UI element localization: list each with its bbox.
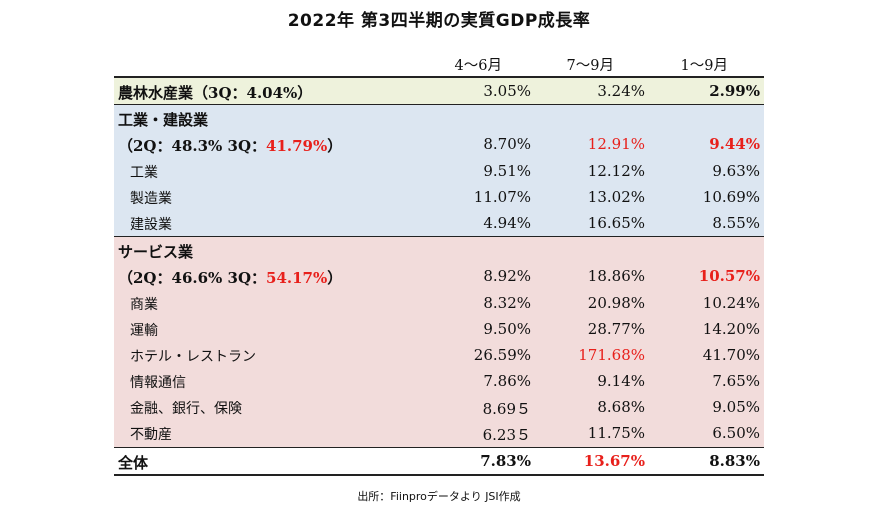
table-row-real-estate: 不動産 6.23５ 11.75% 6.50% [114,420,764,447]
cell-apr-jun: 26.59% [473,345,531,364]
row-label: 金融、銀行、保険 [130,401,242,418]
row-label: 情報通信 [130,375,186,392]
cell-apr-jun: 7.86% [483,372,531,391]
cell-jul-sep: 20.98% [587,293,645,312]
row-label: 製造業 [130,190,172,207]
cell-jan-sep: 9.44% [709,135,760,154]
cell-apr-jun: 8.32% [483,293,531,312]
cell-jan-sep: 10.69% [702,187,760,206]
label-post: ） [327,137,343,156]
row-label: ホテル・レストラン [130,348,256,365]
table-row-industry-total: （2Q：48.3% 3Q：41.79%） 8.70% 12.91% 9.44% [114,131,764,158]
table-row-services-total: （2Q：46.6% 3Q：54.17%） 8.92% 18.86% 10.57% [114,263,764,290]
row-label: 運輸 [130,322,158,339]
cell-jul-sep: 3.24% [597,82,645,100]
table-row-transport: 運輸 9.50% 28.77% 14.20% [114,315,764,342]
table-row-services-header: サービス業 [114,236,764,264]
cell-jul-sep: 12.91% [587,135,645,154]
cell-apr-jun: 8.70% [483,135,531,154]
table-row-industry: 工業 9.51% 12.12% 9.63% [114,157,764,184]
row-label: （2Q：46.6% 3Q：54.17%） [118,267,342,288]
cell-jul-sep: 18.86% [587,267,645,286]
label-red: 54.17% [266,269,328,288]
table-row-manufacturing: 製造業 11.07% 13.02% 10.69% [114,183,764,210]
label-post: ） [327,269,343,288]
cell-jul-sep: 11.75% [587,424,645,443]
cell-apr-jun: 8.69５ [482,400,531,419]
label-pre: （2Q：48.3% 3Q： [118,137,267,156]
row-label: 工業・建設業 [118,111,209,130]
table-row-construction: 建設業 4.94% 16.65% 8.55% [114,209,764,237]
cell-apr-jun: 7.83% [480,451,531,470]
source-note: 出所：Fiinproデータより JSI作成 [357,490,521,503]
col-header-jan-sep: 1～9月 [680,58,728,74]
cell-apr-jun: 9.51% [483,161,531,180]
row-label: 建設業 [130,216,172,233]
cell-jan-sep: 9.05% [712,398,760,417]
cell-jan-sep: 6.50% [712,424,760,443]
cell-jul-sep: 13.67% [583,451,645,470]
table-row-commerce: 商業 8.32% 20.98% 10.24% [114,289,764,316]
cell-jul-sep: 171.68% [578,345,645,364]
table-row-agriculture: 農林水産業（3Q：4.04%） 3.05% 3.24% 2.99% [114,76,764,105]
label-pre: （2Q：46.6% 3Q： [118,269,267,288]
table-row-finance: 金融、銀行、保険 8.69５ 8.68% 9.05% [114,394,764,421]
row-label: 商業 [130,296,158,313]
cell-apr-jun: 3.05% [483,82,531,100]
row-label: 不動産 [130,427,172,444]
cell-jul-sep: 13.02% [587,187,645,206]
label-red: 41.79% [266,137,328,156]
cell-jan-sep: 8.55% [712,213,760,232]
page-title: 2022年 第3四半期の実質GDP成長率 [287,11,591,31]
table-row-industry-header: 工業・建設業 [114,104,764,132]
cell-jan-sep: 14.20% [702,319,760,338]
gdp-growth-table: 4～6月 7～9月 1～9月 農林水産業（3Q：4.04%） 3.05% 3.2… [114,50,764,476]
cell-jan-sep: 8.83% [709,451,760,470]
row-label: 工業 [130,164,158,181]
col-header-apr-jun: 4～6月 [454,58,502,74]
cell-jul-sep: 8.68% [597,398,645,417]
cell-jul-sep: 12.12% [587,161,645,180]
cell-jan-sep: 9.63% [712,161,760,180]
table-row-hotel-restaurant: ホテル・レストラン 26.59% 171.68% 41.70% [114,341,764,369]
row-label: 農林水産業（3Q：4.04%） [118,84,313,102]
cell-apr-jun: 8.92% [483,267,531,286]
table-row-ict: 情報通信 7.86% 9.14% 7.65% [114,368,764,395]
row-label: 全体 [118,453,149,472]
cell-apr-jun: 11.07% [473,187,531,206]
cell-jan-sep: 41.70% [702,345,760,364]
cell-jan-sep: 10.24% [702,293,760,312]
cell-apr-jun: 9.50% [483,319,531,338]
cell-jan-sep: 2.99% [709,82,760,100]
col-header-jul-sep: 7～9月 [566,58,614,74]
cell-apr-jun: 4.94% [483,213,531,232]
cell-jul-sep: 16.65% [587,213,645,232]
row-label: サービス業 [118,243,194,262]
cell-jul-sep: 9.14% [597,372,645,391]
cell-apr-jun: 6.23５ [482,426,531,445]
table-row-total: 全体 7.83% 13.67% 8.83% [114,446,764,476]
cell-jan-sep: 7.65% [712,372,760,391]
cell-jul-sep: 28.77% [587,319,645,338]
table-header: 4～6月 7～9月 1～9月 [114,50,764,76]
cell-jan-sep: 10.57% [698,267,760,286]
row-label: （2Q：48.3% 3Q：41.79%） [118,135,342,156]
